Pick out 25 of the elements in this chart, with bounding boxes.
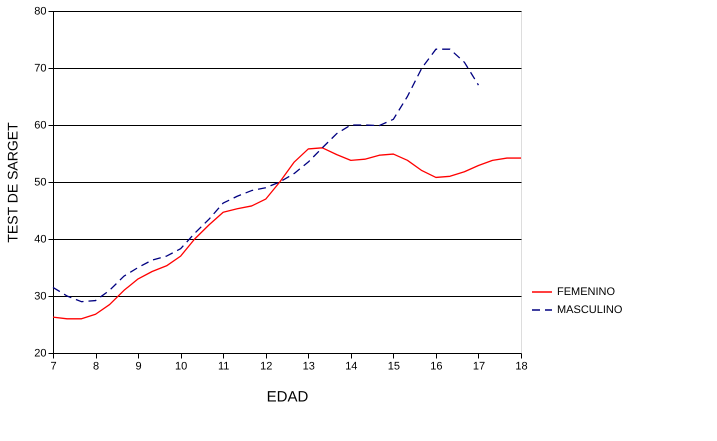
y-tick-label: 40 <box>34 234 46 246</box>
x-tick-label: 17 <box>472 360 486 372</box>
x-tick-label: 11 <box>218 360 230 372</box>
y-tick-label: 30 <box>34 290 46 302</box>
legend-label: FEMENINO <box>557 286 616 298</box>
line-series <box>52 48 480 302</box>
x-tick-label: 16 <box>430 360 443 372</box>
x-tick-label: 14 <box>345 360 358 372</box>
line-series <box>52 147 522 320</box>
y-tick-label: 20 <box>34 348 46 360</box>
x-tick-label: 9 <box>136 360 142 372</box>
x-tick-label: 15 <box>388 360 400 372</box>
y-tick-label: 70 <box>34 62 46 74</box>
y-tick-label: 50 <box>34 176 46 188</box>
y-axis-title: TEST DE SARGET <box>4 122 20 243</box>
x-tick-label: 18 <box>515 360 528 372</box>
x-tick-label: 13 <box>302 360 315 372</box>
x-tick-label: 10 <box>175 360 188 372</box>
legend-label: MASCULINO <box>557 304 623 316</box>
x-tick-label: 7 <box>50 360 57 372</box>
x-tick-label: 8 <box>92 360 100 372</box>
y-tick-label: 60 <box>34 120 46 132</box>
x-tick-label: 12 <box>260 360 272 372</box>
x-axis-title: EDAD <box>266 388 308 406</box>
y-tick-label: 80 <box>34 6 46 18</box>
